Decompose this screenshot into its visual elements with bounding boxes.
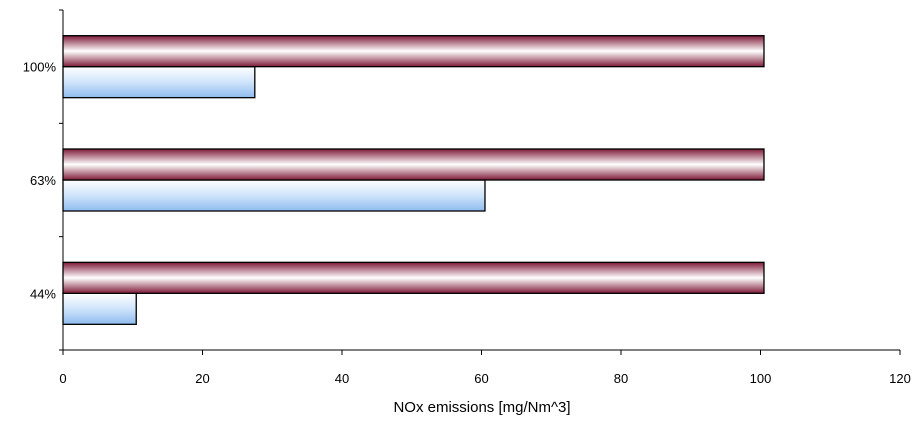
x-tick-label: 0 bbox=[59, 371, 66, 386]
bar-series2-100pct bbox=[62, 35, 765, 68]
y-tick-label: 100% bbox=[23, 60, 57, 75]
y-tick-label: 63% bbox=[30, 173, 56, 188]
x-tick-label: 40 bbox=[335, 371, 349, 386]
bars-layer bbox=[62, 35, 765, 325]
x-tick-label: 60 bbox=[474, 371, 488, 386]
bar-series2-44pct bbox=[62, 261, 765, 294]
labels-layer: 44% 63% 100% 0 20 40 60 80 100 120 bbox=[23, 60, 911, 386]
x-axis-title: NOx emissions [mg/Nm^3] bbox=[393, 399, 570, 416]
bar-series1-44pct bbox=[62, 292, 137, 325]
bar-series2-63pct bbox=[62, 148, 765, 181]
x-tick-label: 80 bbox=[614, 371, 628, 386]
x-tick-label: 100 bbox=[750, 371, 772, 386]
bar-series1-63pct bbox=[62, 179, 486, 212]
axes-layer bbox=[59, 9, 901, 355]
x-tick-label: 20 bbox=[195, 371, 209, 386]
y-tick-label: 44% bbox=[30, 286, 56, 301]
bar-series1-100pct bbox=[62, 66, 256, 99]
x-tick-label: 120 bbox=[889, 371, 911, 386]
